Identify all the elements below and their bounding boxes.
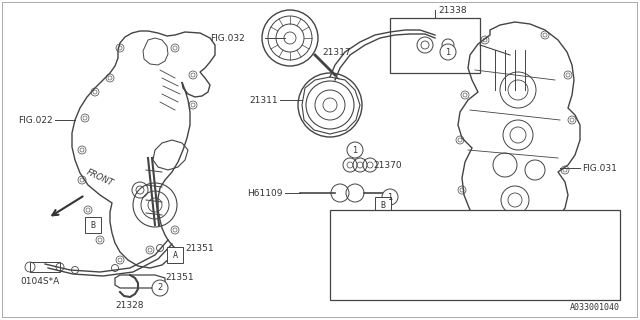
Text: -E/#105037: -E/#105037: [506, 251, 556, 260]
Circle shape: [382, 189, 398, 205]
Text: 1: 1: [353, 146, 358, 155]
Circle shape: [334, 262, 350, 278]
Text: 21317: 21317: [322, 47, 351, 57]
Text: H519061: H519061: [358, 251, 396, 260]
Text: 8AA57: 8AA57: [358, 281, 385, 290]
Text: 2: 2: [157, 284, 163, 292]
Text: B: B: [90, 220, 95, 229]
Text: (0402-    ): (0402- ): [416, 281, 471, 290]
Circle shape: [334, 217, 350, 233]
Text: F91801: F91801: [360, 220, 392, 229]
Text: E/#105038-: E/#105038-: [506, 281, 556, 290]
Bar: [167, 247, 183, 263]
Circle shape: [152, 280, 168, 296]
Text: B: B: [381, 201, 385, 210]
Circle shape: [440, 44, 456, 60]
Bar: [390, 18, 480, 73]
Text: FRONT: FRONT: [85, 168, 115, 188]
Bar: [492, 272, 508, 288]
Text: H61109: H61109: [248, 188, 283, 197]
Text: A033001040: A033001040: [570, 303, 620, 312]
Bar: [375, 197, 391, 213]
Text: 21351: 21351: [165, 274, 194, 283]
Text: A: A: [173, 251, 177, 260]
Bar: [85, 217, 101, 233]
Text: A: A: [497, 276, 502, 284]
Text: FIG.022: FIG.022: [19, 116, 53, 124]
Text: 1: 1: [445, 47, 451, 57]
Text: 0104S*A: 0104S*A: [20, 277, 60, 286]
Text: FIG.032: FIG.032: [211, 34, 245, 43]
Text: 1: 1: [339, 220, 345, 229]
Text: FIG.031: FIG.031: [582, 164, 617, 172]
Text: (     -0402): ( -0402): [416, 251, 476, 260]
Bar: [30, 262, 60, 272]
Text: 21311: 21311: [250, 95, 278, 105]
Text: 21370: 21370: [373, 161, 402, 170]
Circle shape: [347, 142, 363, 158]
Text: 21338: 21338: [438, 5, 467, 14]
Text: 21328: 21328: [116, 300, 144, 309]
Bar: [330, 210, 620, 300]
Text: 1: 1: [387, 193, 392, 202]
Text: 2: 2: [339, 266, 345, 275]
Text: 21351: 21351: [186, 244, 214, 252]
